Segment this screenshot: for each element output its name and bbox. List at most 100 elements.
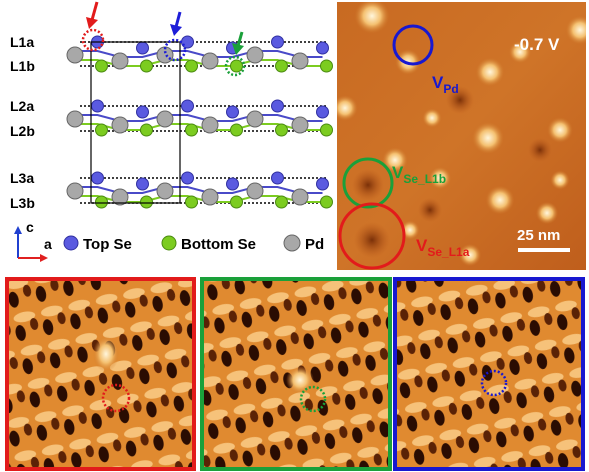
vacancy-site xyxy=(480,369,508,397)
adatom xyxy=(547,117,573,143)
pd-atom xyxy=(246,46,264,64)
symbol: V xyxy=(432,73,444,92)
pd-atom xyxy=(111,116,129,134)
depression xyxy=(446,86,474,114)
adatom xyxy=(428,166,452,190)
adatom xyxy=(565,15,586,45)
vacancy-circle xyxy=(342,157,394,209)
pd-atom xyxy=(201,116,219,134)
bottom-se-atom xyxy=(95,123,108,137)
arrowhead xyxy=(86,17,98,29)
top-se-atom xyxy=(181,171,194,185)
top-se-atom xyxy=(136,105,149,119)
vacancy-label: VSe_L1b xyxy=(392,163,446,186)
arrowhead xyxy=(232,43,244,55)
pd-atom xyxy=(111,188,129,206)
vacancy-site xyxy=(101,383,131,413)
vacancy-label: VPd xyxy=(432,73,459,96)
bottom-se-atom xyxy=(320,195,333,209)
arrow xyxy=(236,31,244,47)
legend-marker xyxy=(63,235,79,251)
pd-atom xyxy=(66,182,84,200)
bond xyxy=(75,50,323,58)
pd-atom xyxy=(246,110,264,128)
pd-atom xyxy=(291,188,309,206)
bottom-se-atom xyxy=(320,59,333,73)
top-se-atom xyxy=(91,171,104,185)
bottom-se-atom xyxy=(320,123,333,137)
adatom xyxy=(508,40,532,64)
top-se-atom xyxy=(226,105,239,119)
bottom-se-atom xyxy=(230,59,243,73)
depression xyxy=(418,198,442,222)
zoom-panel xyxy=(5,277,196,471)
legend: Top Se Bottom Se Pd xyxy=(63,234,324,253)
arrow xyxy=(174,11,182,28)
symbol: V xyxy=(416,236,428,255)
bottom-se-atom xyxy=(275,59,288,73)
bottom-se-atom xyxy=(185,123,198,137)
adatom xyxy=(354,2,390,34)
bright-feature xyxy=(286,366,314,394)
top-se-atom xyxy=(136,177,149,191)
layer-label: L1b xyxy=(10,58,35,74)
scale-label: 25 nm xyxy=(517,227,560,244)
legend-label: Pd xyxy=(305,236,324,253)
bottom-se-atom xyxy=(140,123,153,137)
subscript: Se_L1b xyxy=(403,172,446,186)
legend-label: Bottom Se xyxy=(181,236,256,253)
subscript: Se_L1a xyxy=(427,245,469,259)
adatom xyxy=(458,243,482,267)
top-se-atom xyxy=(271,99,284,113)
bottom-se-atom xyxy=(230,195,243,209)
bond xyxy=(75,114,323,122)
pd-atom xyxy=(291,52,309,70)
bottom-se-atom xyxy=(275,123,288,137)
top-se-atom xyxy=(316,105,329,119)
axis-label: a xyxy=(44,236,52,252)
top-se-atom xyxy=(316,177,329,191)
layer-labels: L1a L1b L2a L2b L3a L3b xyxy=(10,34,35,211)
legend-label: Top Se xyxy=(83,236,132,253)
subscript: Pd xyxy=(443,82,458,96)
vacancy-site xyxy=(163,38,187,62)
pd-atom xyxy=(156,110,174,128)
arrowhead xyxy=(40,254,48,262)
pd-atom xyxy=(156,182,174,200)
legend-marker xyxy=(283,234,301,252)
top-se-atom xyxy=(91,99,104,113)
top-se-atom xyxy=(181,99,194,113)
arrowhead xyxy=(14,226,22,234)
panel-frame xyxy=(5,277,196,471)
top-se-atom xyxy=(271,35,284,49)
top-se-atom xyxy=(181,35,194,49)
axes-indicator: c a xyxy=(14,219,52,262)
adatom xyxy=(337,95,358,121)
top-se-atom xyxy=(136,41,149,55)
arrowhead xyxy=(170,24,182,36)
adatom xyxy=(535,201,559,225)
pd-atom xyxy=(66,110,84,128)
top-se-atom xyxy=(271,171,284,185)
layer-label: L3a xyxy=(10,170,34,186)
pd-atom xyxy=(291,116,309,134)
bottom-se-atom xyxy=(95,195,108,209)
scale-bar xyxy=(518,248,570,252)
pd-atom xyxy=(246,182,264,200)
pd-atom xyxy=(201,188,219,206)
adatom xyxy=(475,57,505,87)
arrow xyxy=(90,1,99,21)
top-se-atom xyxy=(226,177,239,191)
bottom-se-atom xyxy=(185,195,198,209)
symbol: V xyxy=(392,163,404,182)
vacancy-site xyxy=(299,385,327,413)
bias-label: -0.7 V xyxy=(514,35,560,54)
adatom xyxy=(422,108,442,128)
stm-image xyxy=(337,2,586,270)
axis-label: c xyxy=(26,219,34,235)
depression xyxy=(354,222,390,258)
bond xyxy=(75,186,323,194)
adatom xyxy=(485,185,515,215)
